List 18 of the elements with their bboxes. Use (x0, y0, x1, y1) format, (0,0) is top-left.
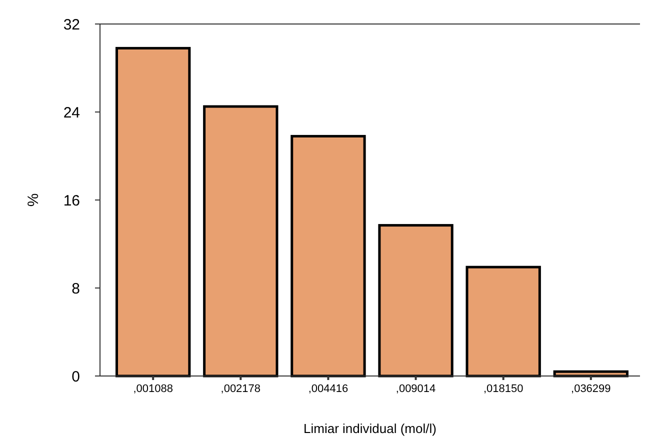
y-axis-title: % (25, 193, 42, 207)
x-tick-label: ,009014 (396, 383, 436, 395)
y-tick-label: 16 (63, 192, 80, 210)
x-tick-label: ,004416 (308, 383, 348, 395)
x-tick-label: ,002178 (220, 383, 261, 395)
y-tick-label: 24 (63, 104, 80, 122)
bar (203, 105, 278, 378)
x-tick-label: ,001088 (133, 383, 173, 395)
y-tick-label: 0 (72, 368, 80, 386)
y-tick-label: 8 (72, 280, 80, 298)
bar (466, 266, 541, 378)
bar (116, 46, 191, 378)
bar (290, 134, 366, 378)
y-tick-label: 32 (63, 16, 80, 34)
x-axis-title: Limiar individual (mol/l) (304, 421, 436, 436)
bar (378, 224, 454, 378)
x-tick-label: ,036299 (571, 383, 611, 395)
x-tick-label: ,018150 (483, 383, 524, 395)
